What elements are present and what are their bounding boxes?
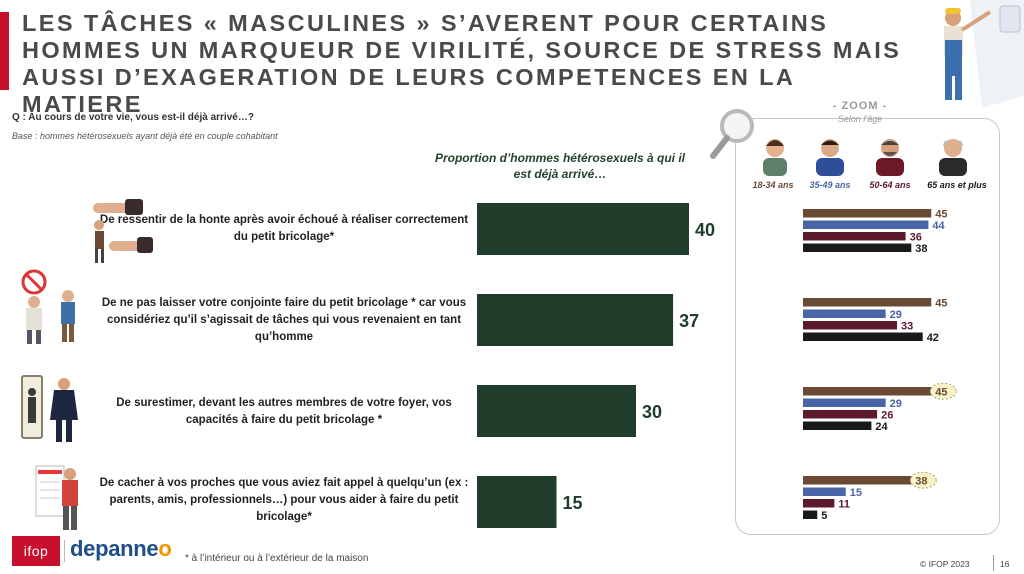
age-bar-1-1 xyxy=(803,209,932,218)
avatar-18-34-icon xyxy=(763,139,787,176)
zoom-subtitle: Selon l’âge xyxy=(837,114,883,124)
age-bar-highlight-4-1 xyxy=(909,471,937,489)
age-bar-1-2 xyxy=(803,220,929,229)
age-bar-2-3 xyxy=(803,321,898,330)
age-label-35-49: 35-49 ans xyxy=(809,180,851,190)
avatar-35-49-icon xyxy=(816,139,844,176)
age-bar-label-1-4: 38 xyxy=(915,243,927,255)
age-bar-label-2-4: 42 xyxy=(927,332,939,344)
avatar-65-plus-icon xyxy=(939,139,967,176)
page-number-separator xyxy=(993,555,994,571)
main-bar-2 xyxy=(477,294,674,346)
age-bar-label-2-1: 45 xyxy=(935,297,947,309)
ifop-logo: ifop xyxy=(12,536,60,566)
main-bar-1 xyxy=(477,203,689,255)
zoom-title: - ZOOM - xyxy=(832,100,888,112)
age-bar-3-1 xyxy=(803,387,932,396)
age-bar-1-3 xyxy=(803,232,906,241)
footnote: * à l’intérieur ou à l’extérieur de la m… xyxy=(185,553,369,564)
mirror-superhero-illustration xyxy=(21,375,78,442)
item-label-2: De ne pas laisser votre conjointe faire … xyxy=(101,297,467,343)
age-bar-4-3 xyxy=(803,499,835,508)
age-bar-label-1-1: 45 xyxy=(935,208,947,220)
column-header: Proportion d’hommes hétérosexuels à qui … xyxy=(434,151,686,181)
age-bar-4-2 xyxy=(803,487,846,496)
age-bar-label-2-3: 33 xyxy=(901,320,913,332)
age-bar-label-3-4: 24 xyxy=(875,421,888,433)
age-bar-label-2-2: 29 xyxy=(890,309,902,321)
main-bar-label-2: 37 xyxy=(679,311,699,331)
age-bar-4-1 xyxy=(803,476,912,485)
item-label-3: De surestimer, devant les autres membres… xyxy=(116,397,452,426)
age-bar-3-4 xyxy=(803,421,872,430)
question-text: Q : Au cours de votre vie, vous est-il d… xyxy=(12,112,254,123)
pointing-fingers-illustration xyxy=(93,199,153,263)
handyman-illustration xyxy=(944,0,1024,108)
age-bar-label-4-3: 11 xyxy=(838,498,850,510)
age-bar-3-2 xyxy=(803,398,886,407)
age-bar-2-2 xyxy=(803,309,886,318)
avatar-50-64-icon xyxy=(876,139,904,176)
main-bar-3 xyxy=(477,385,636,437)
age-bar-label-3-1: 45 xyxy=(935,386,947,398)
age-bar-2-1 xyxy=(803,298,932,307)
depanneo-logo-main: depanne xyxy=(70,536,159,561)
item-label-1: De ressentir de la honte après avoir éch… xyxy=(99,214,469,243)
age-bar-label-4-1: 38 xyxy=(915,475,927,487)
contract-worker-illustration xyxy=(35,465,78,530)
age-bar-1-4 xyxy=(803,243,912,252)
title-accent-bar xyxy=(0,12,9,90)
age-bar-2-4 xyxy=(803,332,923,341)
main-bar-label-3: 30 xyxy=(642,402,662,422)
age-label-65-plus: 65 ans et plus xyxy=(927,180,987,190)
logo-divider xyxy=(64,540,65,562)
age-bar-label-4-4: 5 xyxy=(821,510,827,522)
magnifier-icon xyxy=(710,109,754,159)
age-bar-highlight-3-1 xyxy=(929,382,957,400)
page-number: 16 xyxy=(1000,559,1010,569)
forbidden-couple-illustration xyxy=(21,269,75,344)
main-bar-label-1: 40 xyxy=(695,220,715,240)
age-label-50-64: 50-64 ans xyxy=(869,180,911,190)
age-bar-label-4-2: 15 xyxy=(850,487,862,499)
item-label-4: De cacher à vos proches que vous aviez f… xyxy=(99,477,469,523)
depanneo-logo: depanneo xyxy=(70,536,172,562)
zoom-panel xyxy=(735,118,1000,535)
age-label-18-34: 18-34 ans xyxy=(752,180,794,190)
age-bar-label-1-3: 36 xyxy=(910,231,922,243)
depanneo-logo-accent: o xyxy=(158,536,172,561)
base-text: Base : hommes hétérosexuels ayant déjà é… xyxy=(12,131,278,141)
main-bar-label-4: 15 xyxy=(563,493,583,513)
age-bar-label-3-2: 29 xyxy=(890,398,902,410)
page-title: LES TÂCHES « MASCULINES » S’AVERENT POUR… xyxy=(22,10,902,117)
age-bar-label-1-2: 44 xyxy=(932,220,945,232)
age-bar-label-3-3: 26 xyxy=(881,409,893,421)
main-bar-4 xyxy=(477,476,557,528)
age-bar-4-4 xyxy=(803,510,818,519)
age-bar-3-3 xyxy=(803,410,878,419)
copyright: © IFOP 2023 xyxy=(920,559,970,569)
